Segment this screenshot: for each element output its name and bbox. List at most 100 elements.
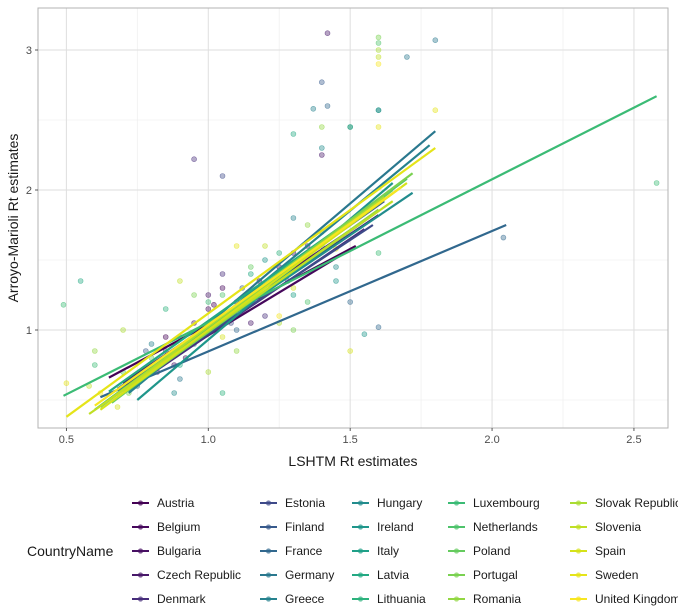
x-tick-label: 1.0	[201, 434, 216, 446]
legend-label: Bulgaria	[157, 544, 201, 558]
point-czech-republic	[324, 30, 331, 37]
legend-item-slovak-republic: Slovak Republic	[570, 496, 678, 510]
legend-item-czech-republic: Czech Republic	[132, 568, 241, 582]
legend-label: Italy	[377, 544, 399, 558]
point-spain	[347, 348, 354, 354]
point-france	[375, 324, 382, 331]
point-slovak-republic	[375, 47, 382, 53]
point-lithuania	[162, 306, 169, 312]
legend-item-greece: Greece	[260, 592, 325, 606]
legend-item-denmark: Denmark	[132, 592, 207, 606]
legend-item-ireland: Ireland	[352, 520, 414, 534]
point-ireland	[262, 257, 268, 263]
point-poland	[248, 264, 254, 270]
point-latvia	[290, 131, 297, 137]
legend-label: Greece	[285, 592, 325, 606]
legend-item-romania: Romania	[448, 592, 521, 606]
legend-point	[137, 524, 144, 530]
legend: Austria Belgium Bulgaria Czech Republic Denm…	[132, 496, 678, 606]
legend-point	[575, 548, 582, 554]
legend-label: Austria	[157, 496, 195, 510]
point-germany	[404, 54, 410, 60]
point-italy	[290, 292, 297, 298]
legend-item-netherlands: Netherlands	[448, 520, 538, 534]
point-france	[347, 299, 354, 305]
legend-label: Poland	[473, 544, 510, 558]
point-sweden	[63, 380, 70, 387]
legend-point	[575, 500, 582, 506]
legend-item-luxembourg: Luxembourg	[448, 496, 540, 510]
legend-item-germany: Germany	[260, 568, 334, 582]
point-luxembourg	[60, 301, 67, 308]
point-ireland	[361, 331, 368, 338]
legend-item-portugal: Portugal	[448, 568, 518, 582]
point-estonia	[219, 173, 226, 179]
x-axis-ticks: 0.5 1.0 1.5 2.0 2.5	[59, 428, 642, 446]
y-axis-ticks: 1 2 3	[26, 45, 38, 337]
point-slovenia	[262, 243, 268, 249]
legend-label: Denmark	[157, 592, 207, 606]
point-italy	[375, 107, 382, 113]
legend-label: Spain	[595, 544, 626, 558]
legend-label: Romania	[473, 592, 521, 606]
legend-label: Ireland	[377, 520, 414, 534]
point-luxembourg	[205, 299, 212, 305]
point-finland	[318, 79, 325, 85]
legend-point	[137, 596, 144, 602]
point-hungary	[171, 390, 177, 396]
legend-point	[265, 548, 272, 554]
point-denmark	[191, 156, 197, 162]
point-slovenia	[177, 278, 183, 284]
point-hungary	[318, 145, 325, 151]
point-luxembourg	[375, 250, 382, 256]
legend-point	[453, 596, 460, 602]
legend-item-lithuania: Lithuania	[352, 592, 426, 606]
legend-label: Netherlands	[473, 520, 538, 534]
legend-label: United Kingdom	[595, 592, 678, 606]
point-portugal	[290, 327, 297, 333]
fit-line-france	[99, 223, 507, 399]
point-germany	[432, 37, 439, 44]
legend-point	[357, 572, 364, 578]
point-portugal	[375, 34, 382, 41]
legend-point	[453, 572, 460, 578]
point-lithuania	[347, 124, 354, 130]
fit-line-slovenia	[88, 200, 394, 415]
point-united-kingdom	[276, 313, 283, 319]
point-czech-republic	[318, 152, 325, 158]
point-lithuania	[276, 250, 283, 256]
legend-point	[357, 500, 364, 506]
point-czech-republic	[205, 292, 212, 298]
fit-line-united-kingdom	[94, 186, 402, 407]
point-denmark	[219, 271, 226, 277]
point-spain	[114, 404, 121, 410]
legend-item-united-kingdom: United Kingdom	[570, 592, 678, 606]
legend-label: Lithuania	[377, 592, 426, 606]
legend-label: Czech Republic	[157, 568, 241, 582]
legend-item-bulgaria: Bulgaria	[132, 544, 201, 558]
point-sweden	[432, 107, 439, 113]
point-hungary	[333, 264, 339, 270]
point-austria	[211, 301, 217, 308]
legend-point	[575, 596, 582, 602]
x-tick-label: 0.5	[59, 434, 74, 446]
point-belgium	[219, 285, 226, 291]
legend-point	[453, 500, 460, 506]
point-lithuania	[219, 390, 226, 396]
point-netherlands	[375, 40, 382, 46]
legend-point	[265, 572, 272, 578]
point-romania	[304, 222, 311, 228]
legend-item-france: France	[260, 544, 323, 558]
legend-label: France	[285, 544, 323, 558]
point-latvia	[248, 271, 254, 277]
point-netherlands	[219, 292, 226, 298]
point-latvia	[77, 278, 84, 284]
legend-item-italy: Italy	[352, 544, 399, 558]
legend-item-slovenia: Slovenia	[570, 520, 641, 534]
point-romania	[92, 348, 98, 354]
legend-point	[265, 524, 272, 530]
legend-item-spain: Spain	[570, 544, 626, 558]
legend-point	[137, 548, 144, 554]
